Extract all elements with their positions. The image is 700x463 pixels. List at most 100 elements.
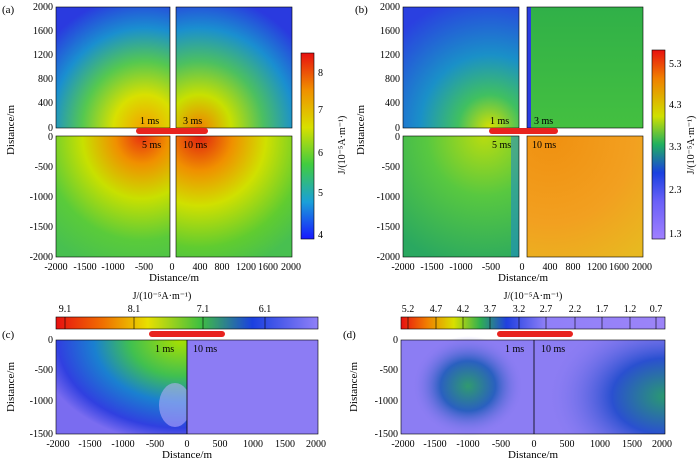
- panel-a-cbar-tick: 5: [318, 188, 323, 199]
- panel-c-cbar-tick: 7.1: [197, 304, 210, 315]
- panel-a-ytick: 800: [38, 74, 53, 85]
- panel-d-xtick: -2000: [391, 439, 414, 450]
- panel-a-cbar-tick: 7: [318, 105, 323, 116]
- panel-b-ytick: 1600: [380, 26, 400, 37]
- panel-a-time-1ms: 1 ms: [140, 116, 159, 127]
- panel-a-xtick: 800: [215, 262, 230, 273]
- panel-d-cbar-tick: 0.7: [650, 304, 663, 315]
- panel-d-label: (d): [343, 329, 356, 341]
- panel-d-cbar-tick: 1.7: [596, 304, 609, 315]
- panel-a-label: (a): [2, 4, 15, 16]
- panel-d-ytick: -1500: [375, 429, 398, 440]
- panel-b-cbar-tick: 1.3: [669, 229, 682, 240]
- panel-a-ytick: 1600: [33, 26, 53, 37]
- panel-d: J/(10⁻⁵A·m⁻¹) 5.2 4.7 4.2 3.7 3.2 2.7 2.…: [343, 291, 672, 461]
- panel-a-ytick: 0: [48, 132, 53, 143]
- panel-d-xtick: -1000: [456, 439, 479, 450]
- panel-c-xtick: 1000: [243, 439, 263, 450]
- panel-b-xtick: 2000: [632, 262, 652, 273]
- panel-a-ytick: -500: [35, 162, 53, 173]
- panel-a-ytick: 400: [38, 98, 53, 109]
- panel-a-colorbar: [300, 52, 315, 240]
- panel-c-ylabel: Distance/m: [5, 362, 17, 413]
- panel-c-half-10ms: [187, 340, 318, 434]
- panel-d-ylabel: Distance/m: [348, 362, 360, 413]
- panel-b-time-3ms: 3 ms: [534, 116, 553, 127]
- panel-a-time-3ms: 3 ms: [183, 116, 202, 127]
- panel-b-xtick: -500: [482, 262, 500, 273]
- panel-d-xtick: 500: [560, 439, 575, 450]
- panel-b-ylabel: Distance/m: [355, 105, 367, 156]
- panel-b-cbar-tick: 5.3: [669, 59, 682, 70]
- panel-d-cbar-tick: 2.7: [540, 304, 553, 315]
- panel-a-ytick: 0: [48, 123, 53, 134]
- panel-a-xtick: 1600: [258, 262, 278, 273]
- panel-a-time-10ms: 10 ms: [183, 140, 207, 151]
- panel-c-colorbar-label: J/(10⁻⁵A·m⁻¹): [133, 291, 192, 302]
- panel-a: (a) 1 ms 3 ms 5 ms 10 ms 2000 1600 1200 …: [2, 2, 348, 284]
- panel-a-xtick: 1200: [236, 262, 256, 273]
- panel-a-colorbar-label: J/(10⁻⁵A·m⁻¹): [337, 116, 348, 175]
- panel-a-xtick: -1000: [101, 262, 124, 273]
- panel-d-colorbar: [400, 316, 666, 330]
- panel-d-ytick: -1000: [375, 396, 398, 407]
- panel-b-quadrant-5ms: [403, 136, 519, 257]
- panel-b-ytick: 1200: [380, 50, 400, 61]
- panel-c-ytick: -1500: [30, 429, 53, 440]
- panel-b: (b) 1 ms 3 ms 5 ms 10 ms 2000 1600 1200 …: [355, 2, 697, 284]
- panel-b-ytick: 0: [395, 132, 400, 143]
- panel-b-cbar-tick: 2.3: [669, 185, 682, 196]
- panel-c-xtick: 2000: [306, 439, 326, 450]
- panel-a-xtick: -1500: [73, 262, 96, 273]
- panel-b-time-5ms: 5 ms: [492, 140, 511, 151]
- panel-b-xtick: 800: [566, 262, 581, 273]
- panel-b-xtick: -2000: [391, 262, 414, 273]
- panel-d-time-1ms: 1 ms: [505, 344, 524, 355]
- panel-c-ytick: 0: [48, 335, 53, 346]
- panel-d-cbar-tick: 1.2: [624, 304, 637, 315]
- panel-c-time-10ms: 10 ms: [193, 344, 217, 355]
- panel-c-ytick: -500: [35, 365, 53, 376]
- panel-b-ytick: 800: [385, 74, 400, 85]
- panel-c-cbar-tick: 6.1: [259, 304, 272, 315]
- panel-b-quadrant-10ms: [527, 136, 643, 257]
- panel-c-xlabel: Distance/m: [162, 449, 213, 461]
- panel-c-label: (c): [2, 329, 15, 341]
- panel-d-xlabel: Distance/m: [508, 449, 559, 461]
- panel-a-quadrant-5ms: [56, 136, 170, 257]
- panel-d-ytick: -500: [380, 365, 398, 376]
- panel-a-cbar-tick: 6: [318, 148, 323, 159]
- panel-d-cbar-tick: 4.7: [430, 304, 443, 315]
- panel-b-time-10ms: 10 ms: [532, 140, 556, 151]
- panel-a-ytick: -2000: [30, 252, 53, 263]
- panel-a-xtick: -2000: [44, 262, 67, 273]
- panel-c-xtick: -2000: [46, 439, 69, 450]
- panel-a-cbar-tick: 4: [318, 230, 323, 241]
- panel-b-xtick: 400: [543, 262, 558, 273]
- panel-d-xtick: 1500: [622, 439, 642, 450]
- panel-c-xtick: 500: [213, 439, 228, 450]
- panel-b-xtick: 1200: [587, 262, 607, 273]
- panel-c-xtick: 0: [185, 439, 190, 450]
- panel-b-time-1ms: 1 ms: [490, 116, 509, 127]
- panel-d-xtick: 2000: [652, 439, 672, 450]
- panel-c-cbar-tick: 8.1: [128, 304, 141, 315]
- panel-d-cbar-tick: 4.2: [457, 304, 470, 315]
- panel-d-xtick: -1500: [423, 439, 446, 450]
- panel-b-edge-strip: [527, 7, 531, 128]
- panel-a-ylabel: Distance/m: [5, 105, 17, 156]
- panel-a-quadrant-10ms: [176, 136, 292, 257]
- panel-a-quadrant-3ms: [176, 7, 292, 128]
- panel-c-anomaly: [159, 383, 191, 427]
- panel-b-xtick: -1500: [420, 262, 443, 273]
- panel-c-xtick: 1500: [275, 439, 295, 450]
- panel-a-ytick: 1200: [33, 50, 53, 61]
- panel-d-xtick: -500: [492, 439, 510, 450]
- panel-a-xtick: 2000: [281, 262, 301, 273]
- panel-a-ytick: -1500: [30, 222, 53, 233]
- panel-d-xtick: 1000: [590, 439, 610, 450]
- panel-b-colorbar-label: J/(10⁻⁵A·m⁻¹): [686, 116, 697, 175]
- panel-a-time-5ms: 5 ms: [142, 140, 161, 151]
- panel-a-quadrant-1ms: [56, 7, 170, 128]
